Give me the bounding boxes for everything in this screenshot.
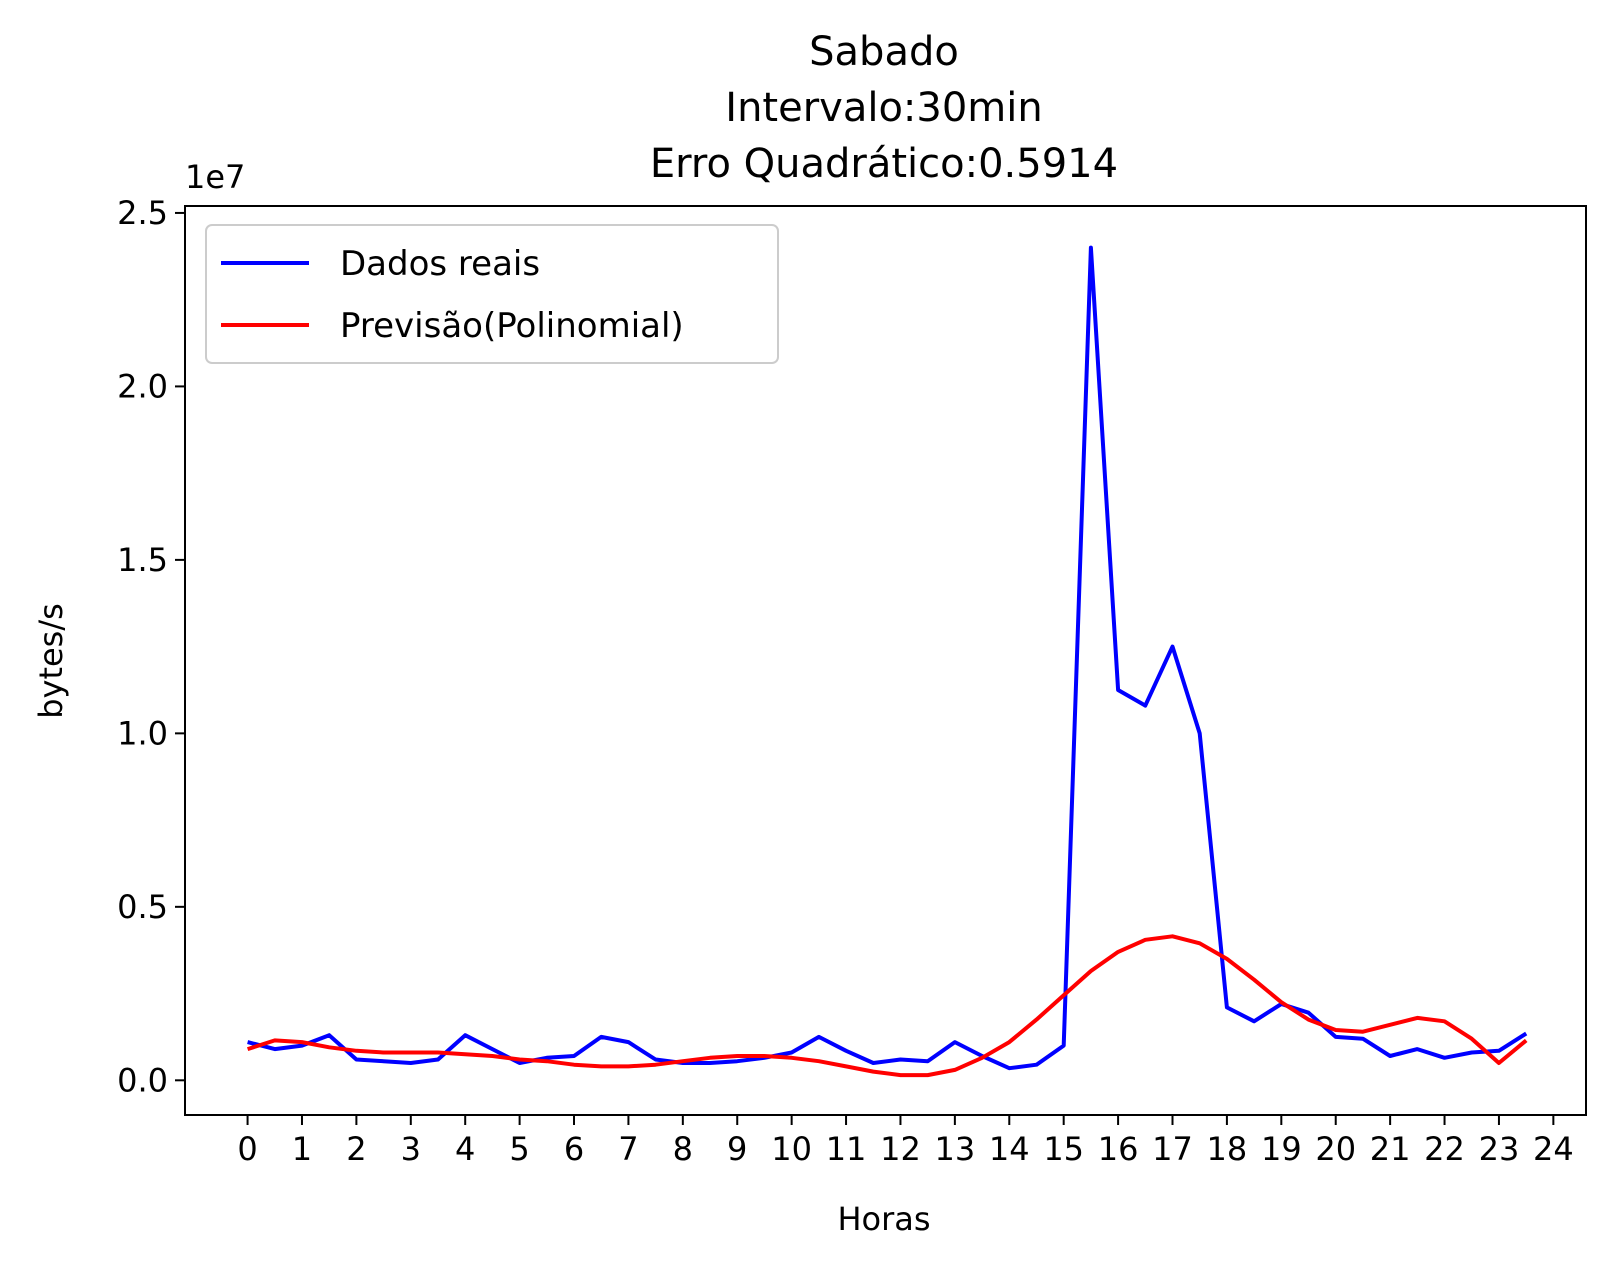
- x-tick-label: 23: [1479, 1130, 1520, 1168]
- x-tick-label: 15: [1043, 1130, 1084, 1168]
- y-tick-label: 1.5: [117, 541, 168, 579]
- x-tick-label: 13: [935, 1130, 976, 1168]
- y-axis-label: bytes/s: [32, 603, 70, 719]
- y-tick-label: 2.5: [117, 194, 168, 232]
- x-tick-label: 11: [826, 1130, 867, 1168]
- x-tick-label: 1: [292, 1130, 312, 1168]
- y-tick-label: 0.0: [117, 1061, 168, 1099]
- legend: Dados reais Previsão(Polinomial): [205, 224, 779, 364]
- y-tick-label: 0.5: [117, 888, 168, 926]
- series-line-dados-reais: [247, 245, 1528, 1071]
- title-line-2: Intervalo:30min: [725, 85, 1042, 131]
- y-tick-label: 1.0: [117, 714, 168, 752]
- title-line-3: Erro Quadrático:0.5914: [650, 141, 1118, 187]
- x-tick-label: 0: [237, 1130, 257, 1168]
- x-axis-ticks: 0 1 2 3 4 5 6 7 8 9 10 11 12 13 14 15 16 17 18 19 20 21 22 23 24: [237, 1115, 1574, 1168]
- series-layer: [246, 245, 1528, 1078]
- series-line-previsao: [246, 934, 1528, 1078]
- y-tick-label: 2.0: [117, 367, 168, 405]
- x-tick-label: 4: [455, 1130, 475, 1168]
- x-tick-label: 5: [509, 1130, 529, 1168]
- x-tick-label: 10: [771, 1130, 812, 1168]
- x-tick-label: 24: [1533, 1130, 1574, 1168]
- x-tick-label: 12: [880, 1130, 921, 1168]
- x-tick-label: 7: [618, 1130, 638, 1168]
- legend-label-previsao: Previsão(Polinomial): [340, 306, 684, 346]
- x-tick-label: 9: [727, 1130, 747, 1168]
- x-tick-label: 16: [1098, 1130, 1139, 1168]
- x-tick-label: 20: [1315, 1130, 1356, 1168]
- x-tick-label: 19: [1261, 1130, 1302, 1168]
- x-tick-label: 6: [564, 1130, 584, 1168]
- y-axis-ticks: 0.0 0.5 1.0 1.5 2.0 2.5: [117, 194, 185, 1099]
- y-offset-label: 1e7: [185, 158, 245, 196]
- plot-frame: [184, 205, 1587, 1116]
- legend-label-dados-reais: Dados reais: [340, 244, 540, 284]
- chart-title: Sabado Intervalo:30min Erro Quadrático:0…: [650, 29, 1118, 187]
- title-line-1: Sabado: [809, 29, 959, 75]
- legend-box: [205, 224, 779, 364]
- x-tick-label: 18: [1207, 1130, 1248, 1168]
- x-tick-label: 17: [1152, 1130, 1193, 1168]
- x-tick-label: 3: [401, 1130, 421, 1168]
- x-axis-label: Horas: [837, 1200, 930, 1238]
- x-tick-label: 21: [1370, 1130, 1411, 1168]
- x-tick-label: 22: [1424, 1130, 1465, 1168]
- x-tick-label: 2: [346, 1130, 366, 1168]
- x-tick-label: 8: [673, 1130, 693, 1168]
- x-tick-label: 14: [989, 1130, 1030, 1168]
